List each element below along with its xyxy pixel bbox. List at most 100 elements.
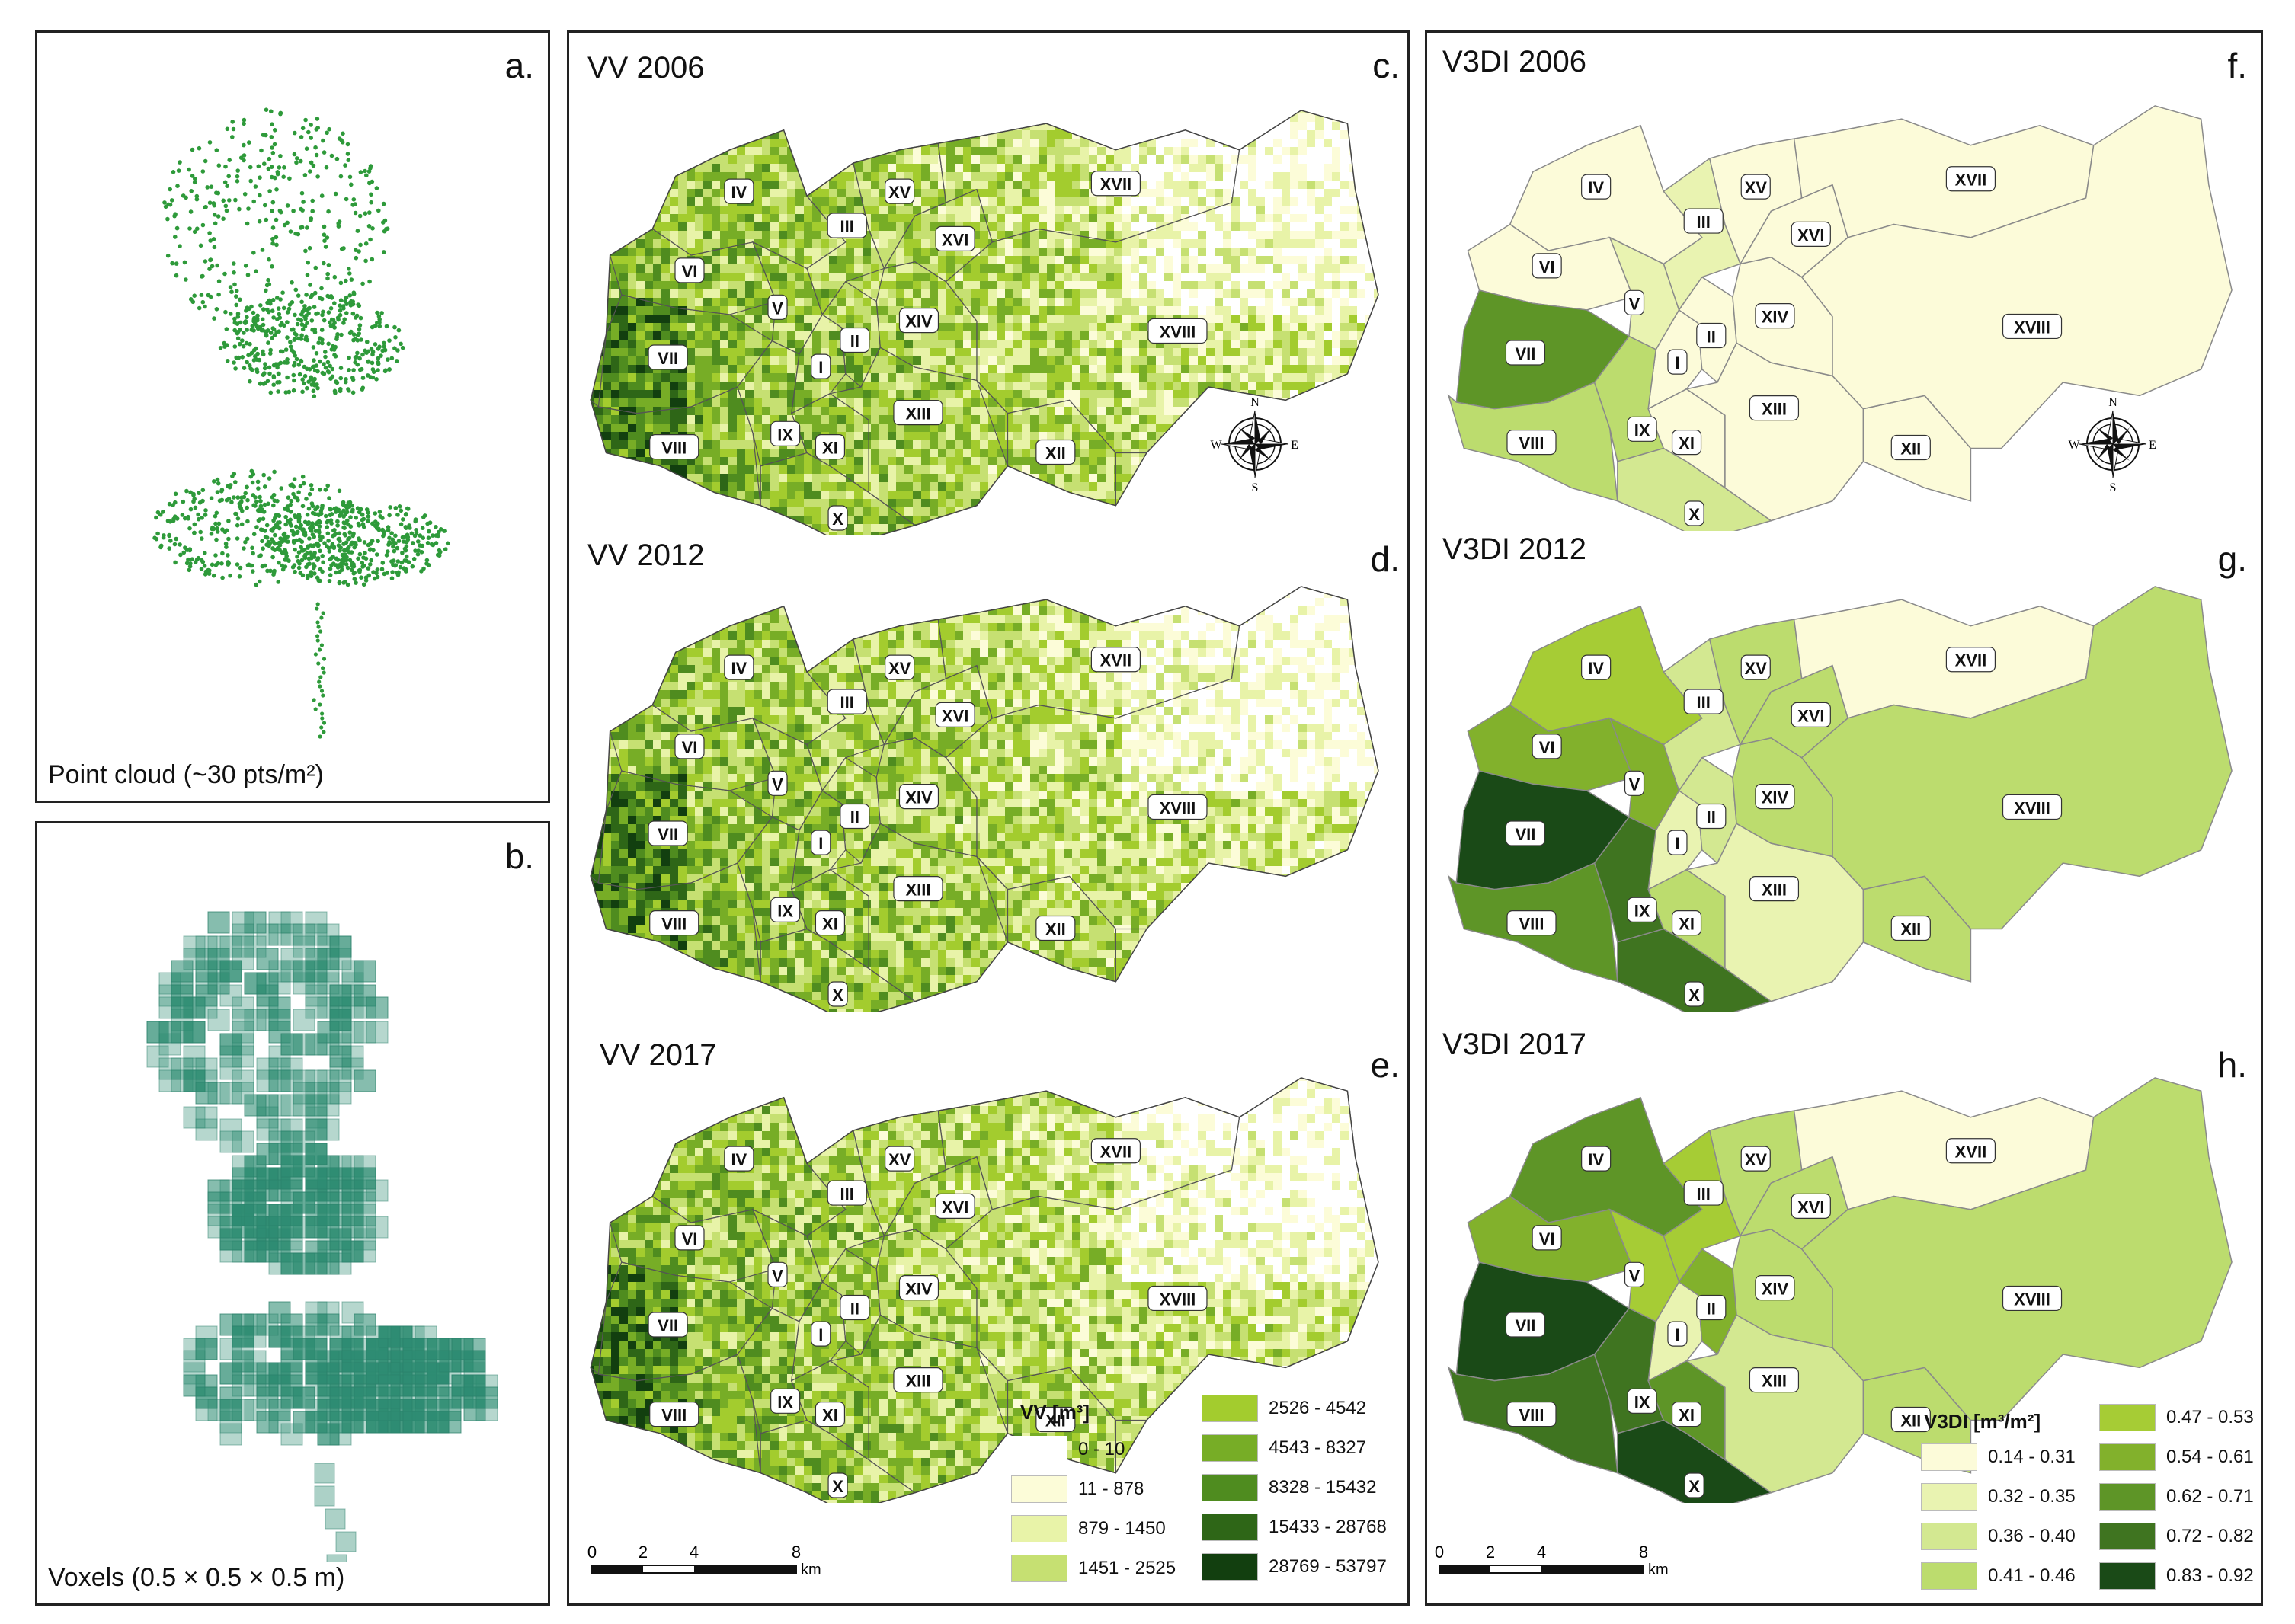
district-xiii	[1685, 342, 1864, 522]
v3di-legend-item-7: 0.72 - 0.82	[2099, 1523, 2254, 1550]
district-xiii	[1685, 1314, 1864, 1494]
district-label-xv: XV	[885, 654, 915, 680]
district-xviii	[1800, 586, 2233, 930]
district-label-iv: IV	[1581, 174, 1612, 200]
district-label-xi: XI	[1671, 910, 1702, 936]
scale-tick-2: 2	[639, 1542, 648, 1562]
district-label-iv: IV	[724, 1146, 754, 1172]
vv-legend-label-1: 11 - 878	[1078, 1479, 1144, 1500]
v3di-legend-item-5: 0.54 - 0.61	[2099, 1443, 2254, 1471]
v3di-legend-label-1: 0.32 - 0.35	[1988, 1486, 2076, 1507]
district-label-ii: II	[1696, 1294, 1727, 1321]
vv-legend-item-0: 0 - 10	[1011, 1436, 1125, 1463]
v3di-legend-item-4: 0.47 - 0.53	[2099, 1404, 2254, 1431]
district-label-viii: VIII	[1506, 1402, 1557, 1427]
district-label-i: I	[1667, 830, 1688, 855]
panel-letter-h: h.	[2218, 1044, 2247, 1085]
district-label-xvii: XVII	[1945, 166, 1996, 192]
vv-legend-item-5: 4543 - 8327	[1202, 1434, 1366, 1462]
vv-legend-label-0: 0 - 10	[1078, 1439, 1125, 1460]
district-label-iv: IV	[724, 654, 754, 680]
district-label-xiii: XIII	[893, 1367, 943, 1393]
district-label-xvi: XVI	[1791, 1193, 1831, 1219]
panel-letter-d: d.	[1371, 539, 1400, 580]
district-label-xiv: XIV	[1755, 783, 1795, 810]
district-label-xii: XII	[1035, 1406, 1076, 1433]
district-label-xvi: XVI	[935, 1193, 975, 1219]
district-label-viii: VIII	[1506, 910, 1557, 936]
v3di-legend-item-6: 0.62 - 0.71	[2099, 1483, 2254, 1511]
district-label-ii: II	[1696, 803, 1727, 830]
district-label-i: I	[811, 353, 831, 379]
district-boundaries	[590, 110, 1379, 535]
district-label-xviii: XVIII	[1148, 318, 1208, 344]
v3di-legend-label-6: 0.62 - 0.71	[2166, 1486, 2254, 1507]
district-label-ix: IX	[1627, 897, 1657, 922]
district-label-i: I	[811, 830, 831, 855]
panel-b-voxels: b. Voxels (0.5 × 0.5 × 0.5 m)	[35, 821, 550, 1606]
scale2-unit: km	[1648, 1562, 1669, 1578]
panel-letter-c: c.	[1372, 45, 1400, 86]
district-label-xviii: XVIII	[2002, 794, 2063, 820]
district-label-xii: XII	[1035, 915, 1076, 941]
v3di-legend-item-1: 0.32 - 0.35	[1921, 1483, 2076, 1511]
title-vv-2006: VV 2006	[587, 51, 704, 85]
vv-legend-label-7: 15433 - 28768	[1269, 1517, 1387, 1538]
district-label-xiv: XIV	[898, 1274, 939, 1301]
district-label-xiv: XIV	[1755, 1274, 1795, 1301]
district-label-ix: IX	[770, 420, 801, 446]
district-label-xiv: XIV	[898, 783, 939, 810]
district-label-viii: VIII	[649, 910, 699, 936]
district-label-x: X	[827, 981, 848, 1007]
district-label-xiii: XIII	[893, 876, 943, 902]
panel-letter-e: e.	[1371, 1044, 1400, 1085]
district-label-x: X	[1684, 500, 1704, 526]
district-label-xiii: XIII	[1749, 1367, 1800, 1393]
district-xviii	[1800, 1077, 2233, 1421]
district-label-xii: XII	[1035, 439, 1076, 465]
v3di-legend-label-8: 0.83 - 0.92	[2166, 1565, 2254, 1587]
compass-e-2: E	[2149, 439, 2156, 452]
district-label-vii: VII	[1505, 340, 1546, 366]
district-label-ix: IX	[770, 897, 801, 922]
panel-letter-b: b.	[505, 836, 534, 877]
v3di-legend-title: V3DI [m³/m²]	[1924, 1410, 2041, 1434]
vv-legend-item-7: 15433 - 28768	[1202, 1514, 1387, 1541]
v3di-legend-item-2: 0.36 - 0.40	[1921, 1523, 2076, 1550]
district-label-ii: II	[840, 803, 870, 830]
district-label-ix: IX	[1627, 1388, 1657, 1414]
district-label-viii: VIII	[1506, 430, 1557, 456]
district-label-xi: XI	[1671, 1402, 1702, 1427]
scale2-tick-8: 8	[1639, 1542, 1648, 1562]
district-label-xv: XV	[1740, 174, 1771, 200]
district-label-xi: XI	[815, 434, 846, 460]
district-label-xviii: XVIII	[1148, 1285, 1208, 1312]
panel-letter-a: a.	[505, 45, 534, 86]
district-label-xvii: XVII	[1945, 647, 1996, 673]
district-label-xi: XI	[1671, 430, 1702, 456]
point-cloud-tree	[152, 107, 450, 739]
district-label-xi: XI	[815, 910, 846, 936]
caption-point-cloud: Point cloud (~30 pts/m²)	[48, 760, 324, 790]
compass-n: N	[1250, 396, 1260, 409]
district-label-vi: VI	[1532, 734, 1562, 759]
district-label-x: X	[1684, 1472, 1704, 1498]
panel-vv-column: VV 2006 c. I II III IV V VI VII VIII IX X XI XII XII…	[567, 30, 1410, 1606]
voxel-tree	[146, 911, 498, 1562]
district-label-v: V	[767, 1261, 788, 1287]
vv-legend-label-3: 1451 - 2525	[1078, 1558, 1176, 1579]
title-v3di-2012: V3DI 2012	[1442, 532, 1586, 567]
district-label-vii: VII	[1505, 820, 1546, 846]
district-label-iii: III	[827, 689, 867, 714]
vv-legend-item-8: 28769 - 53797	[1202, 1553, 1387, 1581]
district-label-xvi: XVI	[935, 225, 975, 251]
scale2-tick-0: 0	[1435, 1542, 1444, 1562]
compass-n-2: N	[2108, 396, 2117, 409]
district-label-xv: XV	[1740, 1146, 1771, 1172]
vv-legend-item-3: 1451 - 2525	[1011, 1555, 1176, 1582]
district-label-vi: VI	[674, 1225, 705, 1251]
district-label-xv: XV	[1740, 654, 1771, 680]
